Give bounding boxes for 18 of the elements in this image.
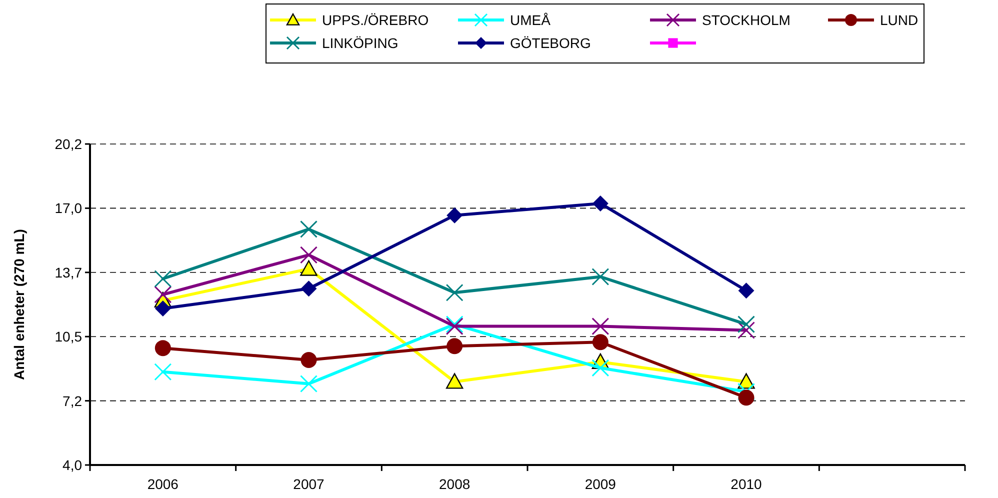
legend-label: UMEÅ [510, 12, 552, 28]
x-tick-label: 2006 [147, 476, 179, 492]
legend-label: LUND [880, 12, 918, 28]
legend-label: GÖTEBORG [510, 35, 591, 51]
legend-label: LINKÖPING [322, 35, 398, 51]
legend-label: UPPS./ÖREBRO [322, 12, 429, 28]
y-tick-label: 10,5 [54, 328, 82, 345]
y-tick-label: 13,7 [54, 264, 82, 280]
y-axis-title: Antal enheter (270 mL) [11, 229, 27, 380]
y-tick-label: 7,2 [62, 392, 82, 409]
legend-label: STOCKHOLM [702, 12, 790, 28]
y-tick-label: 20,2 [54, 136, 82, 152]
x-tick-label: 2007 [293, 476, 325, 492]
y-tick-label: 4,0 [62, 457, 82, 473]
x-tick-label: 2010 [730, 476, 762, 492]
y-tick-label: 17,0 [54, 200, 82, 216]
x-tick-label: 2008 [439, 476, 470, 492]
x-tick-label: 2009 [584, 476, 616, 492]
